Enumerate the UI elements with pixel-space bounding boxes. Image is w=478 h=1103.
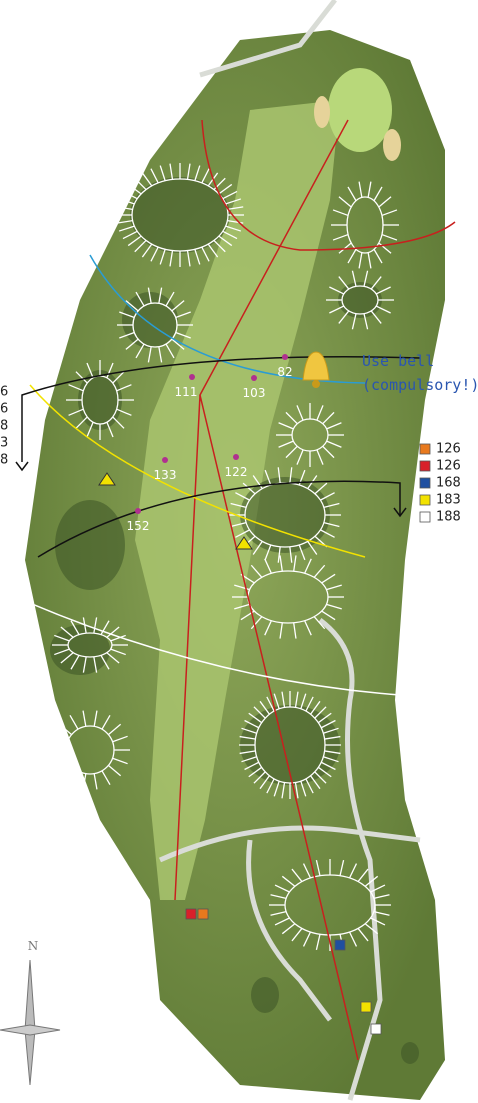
bunker <box>383 129 401 161</box>
tee-marker <box>371 1024 381 1034</box>
tee-marker <box>361 1002 371 1012</box>
bunker <box>314 96 330 128</box>
distance-label: 122 <box>225 465 248 479</box>
left-legend-fragment: 6 <box>0 402 8 417</box>
left-legend-fragment: 6 <box>0 385 8 400</box>
distance-dot <box>233 454 239 460</box>
hazard-ray <box>59 765 71 775</box>
distance-dot <box>282 354 288 360</box>
hazard-ray <box>52 736 67 741</box>
distance-label: 111 <box>175 385 198 399</box>
tee-swatch <box>420 444 430 454</box>
distance-dot <box>251 375 257 381</box>
left-legend-fragment: 3 <box>0 436 8 451</box>
tee-swatch <box>420 512 430 522</box>
tee-distance: 188 <box>436 510 461 525</box>
hole-map: Use bell (compulsory!) N 82 111 103 133 122 1… <box>0 0 478 1103</box>
tee-marker <box>186 909 196 919</box>
compass-north: N <box>28 939 39 953</box>
distance-label: 82 <box>277 365 292 379</box>
page: Use bell (compulsory!) N 82 111 103 133 122 1… <box>0 0 478 1103</box>
tee-marker <box>198 909 208 919</box>
tee-marker <box>335 940 345 950</box>
annotation-line: Use bell <box>362 352 434 370</box>
distance-dot <box>189 374 195 380</box>
distance-label: 133 <box>154 468 177 482</box>
left-legend-fragment: 8 <box>0 419 8 434</box>
tee-distance: 126 <box>436 459 461 474</box>
tee-distance: 126 <box>436 442 461 457</box>
tee-distance: 168 <box>436 476 461 491</box>
tee-swatch <box>420 461 430 471</box>
tee-distance: 183 <box>436 493 461 508</box>
distance-label: 152 <box>127 519 150 533</box>
tee-swatch <box>420 495 430 505</box>
hazard-ray <box>52 758 67 763</box>
distance-label: 103 <box>243 386 266 400</box>
left-legend-fragment: 8 <box>0 453 8 468</box>
annotation-line: (compulsory!) <box>362 376 478 394</box>
compass: N <box>0 939 60 1085</box>
tee-swatch <box>420 478 430 488</box>
hazard-ray <box>70 771 78 785</box>
distance-dot <box>162 457 168 463</box>
distance-dot <box>135 508 141 514</box>
